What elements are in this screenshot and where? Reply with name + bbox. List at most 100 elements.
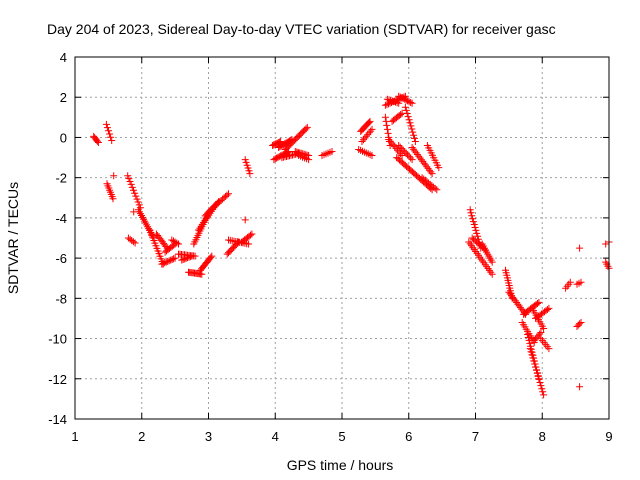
data-point bbox=[381, 101, 389, 109]
data-point bbox=[576, 244, 584, 252]
y-tick-label: 4 bbox=[60, 50, 67, 65]
x-tick-label: 6 bbox=[405, 429, 412, 444]
data-point bbox=[401, 103, 409, 111]
data-point bbox=[535, 298, 543, 306]
data-point bbox=[107, 133, 115, 141]
data-point bbox=[381, 113, 389, 121]
data-point bbox=[410, 131, 418, 139]
data-point bbox=[125, 175, 133, 183]
data-point bbox=[543, 306, 551, 313]
x-tick-label: 9 bbox=[605, 429, 612, 444]
x-tick-label: 5 bbox=[338, 429, 345, 444]
data-point bbox=[170, 255, 178, 263]
data-point bbox=[577, 319, 585, 326]
data-point bbox=[402, 106, 410, 114]
data-point bbox=[384, 129, 392, 137]
data-point bbox=[397, 111, 405, 118]
data-point bbox=[399, 95, 407, 103]
data-point bbox=[411, 138, 419, 145]
data-point bbox=[393, 99, 401, 107]
data-point bbox=[105, 127, 112, 135]
y-tick-label: 2 bbox=[60, 90, 67, 105]
data-point bbox=[383, 121, 391, 129]
y-tick-label: 0 bbox=[60, 130, 67, 145]
data-point bbox=[102, 120, 110, 128]
y-tick-label: -6 bbox=[55, 251, 67, 266]
data-point bbox=[158, 260, 166, 268]
data-point bbox=[488, 258, 496, 266]
data-point bbox=[534, 300, 541, 307]
data-point bbox=[577, 278, 585, 286]
data-point bbox=[576, 320, 584, 328]
data-point bbox=[368, 125, 376, 133]
data-point bbox=[245, 240, 253, 248]
data-point bbox=[207, 253, 215, 261]
data-point bbox=[302, 125, 310, 133]
data-point bbox=[540, 391, 548, 399]
data-point bbox=[182, 254, 190, 262]
data-point bbox=[134, 198, 142, 206]
data-point bbox=[188, 252, 196, 260]
data-point bbox=[398, 152, 406, 159]
data-point bbox=[527, 348, 535, 356]
data-point bbox=[402, 96, 410, 104]
data-point bbox=[395, 142, 403, 149]
y-axis-ticks: 4 2 0 -2 -4 -6 -8 -10 -12 -14 bbox=[48, 50, 609, 427]
data-point bbox=[408, 99, 416, 107]
data-point bbox=[398, 94, 406, 102]
data-point bbox=[382, 117, 390, 125]
y-tick-label: -4 bbox=[55, 211, 67, 226]
data-point bbox=[126, 178, 134, 185]
data-point bbox=[408, 125, 416, 133]
y-tick-label: -12 bbox=[48, 372, 67, 387]
data-point bbox=[385, 136, 393, 143]
data-point bbox=[103, 124, 111, 132]
data-point bbox=[383, 125, 391, 133]
data-point bbox=[537, 382, 545, 390]
data-point bbox=[171, 254, 179, 262]
data-point bbox=[362, 132, 370, 140]
data-point bbox=[405, 116, 413, 124]
x-tick-label: 8 bbox=[539, 429, 546, 444]
data-point bbox=[435, 164, 443, 172]
data-point bbox=[197, 222, 205, 230]
data-point bbox=[168, 256, 176, 263]
data-point bbox=[399, 146, 407, 154]
data-point bbox=[411, 134, 418, 142]
data-point bbox=[407, 99, 415, 106]
data-point bbox=[405, 152, 413, 160]
data-point bbox=[165, 257, 173, 265]
y-tick-label: -10 bbox=[48, 332, 67, 347]
data-point bbox=[526, 345, 534, 353]
data-point bbox=[159, 260, 167, 267]
data-point bbox=[94, 139, 102, 146]
data-point bbox=[175, 240, 182, 248]
data-point bbox=[135, 201, 143, 209]
data-point bbox=[473, 229, 481, 237]
data-point bbox=[368, 152, 376, 159]
data-point bbox=[164, 258, 172, 265]
data-point bbox=[167, 256, 175, 264]
data-point bbox=[109, 195, 117, 203]
x-tick-label: 7 bbox=[472, 429, 479, 444]
data-point bbox=[469, 218, 477, 226]
data-point bbox=[407, 122, 415, 130]
data-point bbox=[531, 360, 539, 368]
x-axis-ticks: 1 2 3 4 5 6 7 8 9 bbox=[71, 57, 613, 444]
data-point bbox=[246, 170, 254, 178]
data-point bbox=[395, 92, 403, 100]
data-point bbox=[392, 98, 399, 106]
data-point bbox=[404, 151, 412, 159]
data-point bbox=[524, 331, 532, 338]
data-point bbox=[540, 325, 548, 332]
y-tick-label: -8 bbox=[55, 291, 67, 306]
data-point bbox=[433, 186, 441, 194]
data-point bbox=[396, 93, 404, 101]
data-point bbox=[128, 183, 136, 191]
data-point bbox=[388, 139, 396, 147]
data-point bbox=[131, 189, 139, 197]
data-point bbox=[124, 172, 132, 180]
data-point bbox=[248, 230, 256, 238]
x-tick-label: 3 bbox=[205, 429, 212, 444]
